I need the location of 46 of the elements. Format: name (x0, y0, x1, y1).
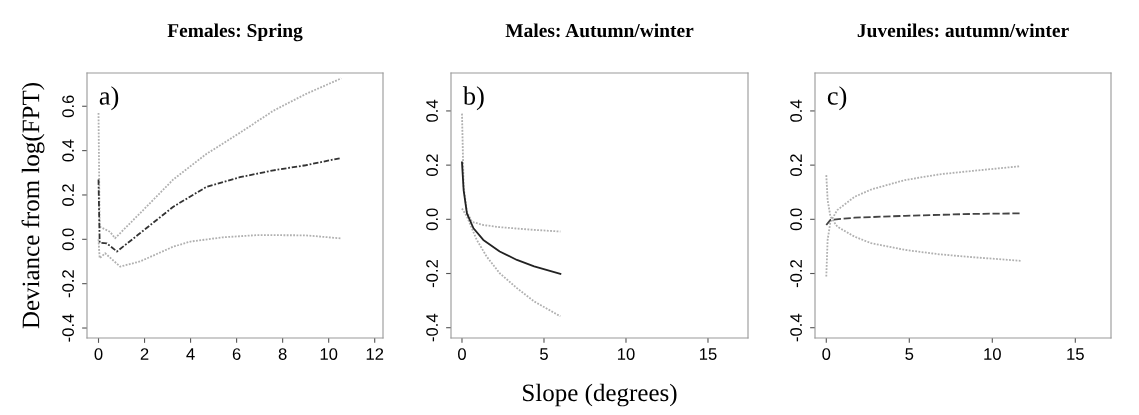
line-series (825, 165, 1022, 278)
line-series (461, 161, 562, 275)
line-series (97, 157, 343, 253)
y-tick-label: 0.4 (426, 99, 438, 122)
y-tick-label: 0.4 (790, 99, 802, 122)
y-tick-label: 0.0 (62, 228, 74, 251)
x-tick-label: 10 (617, 348, 635, 360)
x-tick-label: 10 (984, 348, 1001, 360)
line-series (97, 234, 343, 268)
line-series (825, 212, 1022, 226)
y-tick-label: 0.4 (62, 139, 74, 162)
y-tick-label: 0.2 (62, 184, 74, 206)
y-tick-label: 0.6 (62, 95, 74, 118)
y-tick-label: -0.4 (426, 313, 438, 342)
x-tick-label: 0 (94, 348, 103, 360)
chart-title: Males: Autumn/winter (505, 23, 694, 38)
x-tick-label: 0 (822, 348, 831, 360)
chart-title: Females: Spring (167, 23, 303, 42)
x-tick-label: 5 (540, 348, 548, 360)
x-tick-label: 2 (140, 348, 149, 360)
annotation: c) (827, 86, 847, 111)
y-tick-label: -0.4 (62, 314, 74, 342)
y-axis-title: Deviance from log(FPT) (21, 83, 45, 329)
x-tick-label: 8 (278, 348, 287, 360)
chart-title: Juveniles: autumn/winter (857, 23, 1069, 38)
y-tick-label: 0.2 (426, 154, 438, 177)
x-tick-label: 0 (458, 348, 466, 360)
x-tick-label: 15 (699, 348, 717, 360)
y-tick-label: -0.2 (62, 270, 74, 298)
y-tick-label: 0.0 (426, 208, 438, 231)
y-tick-label: -0.2 (790, 259, 802, 288)
line-series (97, 77, 343, 240)
x-tick-label: 4 (186, 348, 195, 360)
line-series (461, 207, 562, 318)
y-tick-label: -0.4 (790, 313, 802, 342)
y-tick-label: 0.0 (790, 208, 802, 231)
x-axis-title: Slope (degrees) (523, 383, 677, 407)
x-tick-label: 6 (232, 348, 241, 360)
x-tick-label: 15 (1067, 348, 1084, 360)
annotation: b) (462, 86, 484, 111)
y-tick-label: 0.2 (790, 154, 802, 177)
annotation: a) (99, 86, 119, 111)
y-tick-label: -0.2 (426, 259, 438, 288)
x-tick-label: 12 (366, 348, 384, 360)
x-tick-label: 5 (905, 348, 914, 360)
x-tick-label: 10 (320, 348, 338, 360)
